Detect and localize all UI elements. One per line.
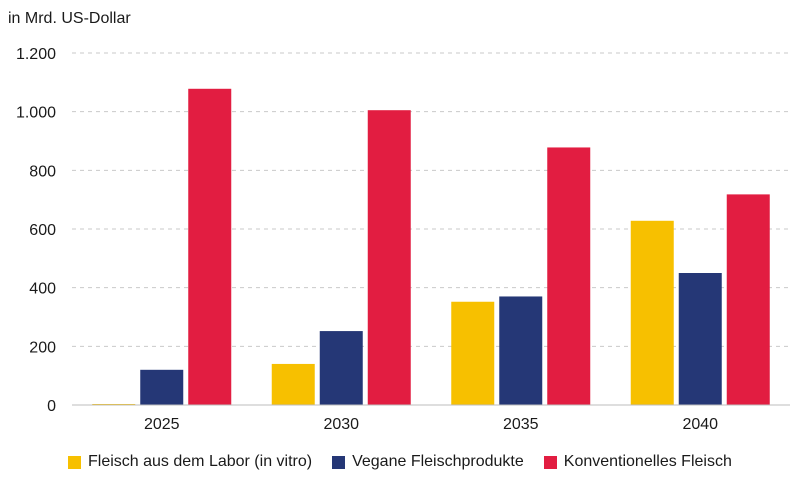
bar-2025-series-2 — [188, 88, 232, 405]
legend-swatch-vegan — [332, 455, 346, 469]
legend-item-in-vitro: Fleisch aus dem Labor (in vitro) — [68, 453, 312, 471]
legend-label-in-vitro: Fleisch aus dem Labor (in vitro) — [88, 453, 313, 470]
bar-2025-series-1 — [140, 369, 184, 405]
y-tick-label: 1.000 — [16, 105, 56, 122]
bar-2035-series-0 — [451, 301, 495, 405]
legend-label-vegan: Vegane Fleischprodukte — [352, 453, 524, 470]
legend-item-vegan: Vegane Fleischprodukte — [332, 453, 524, 471]
bar-2030-series-1 — [319, 331, 363, 405]
y-tick-label: 400 — [29, 281, 56, 298]
y-tick-label: 200 — [29, 339, 56, 356]
y-tick-label: 0 — [47, 398, 56, 415]
y-tick-label: 800 — [29, 163, 56, 180]
y-axis-unit-label: in Mrd. US-Dollar — [8, 10, 131, 27]
bar-2040-series-1 — [678, 273, 722, 405]
legend: Fleisch aus dem Labor (in vitro) Vegane … — [68, 453, 732, 471]
y-tick-label: 1.200 — [16, 46, 56, 63]
bar-2040-series-0 — [630, 220, 674, 405]
legend-swatch-conventional — [543, 455, 557, 469]
legend-item-conventional: Konventionelles Fleisch — [543, 453, 732, 471]
legend-swatch-in-vitro — [68, 455, 81, 469]
x-tick-label: 2030 — [323, 416, 359, 433]
bar-2040-series-2 — [726, 194, 770, 405]
x-tick-label: 2035 — [503, 416, 539, 433]
bar-chart: 0 200 400 600 800 1.000 1.200 2025 2030 2035 2040 — [16, 46, 790, 433]
x-tick-label: 2025 — [144, 416, 180, 433]
bar-2035-series-2 — [547, 147, 591, 405]
bar-2030-series-0 — [271, 363, 315, 405]
bar-2035-series-1 — [499, 296, 543, 405]
y-tick-label: 600 — [29, 222, 56, 239]
x-tick-label: 2040 — [682, 416, 718, 433]
legend-label-conventional: Konventionelles Fleisch — [563, 453, 732, 470]
bar-2030-series-2 — [367, 110, 411, 405]
